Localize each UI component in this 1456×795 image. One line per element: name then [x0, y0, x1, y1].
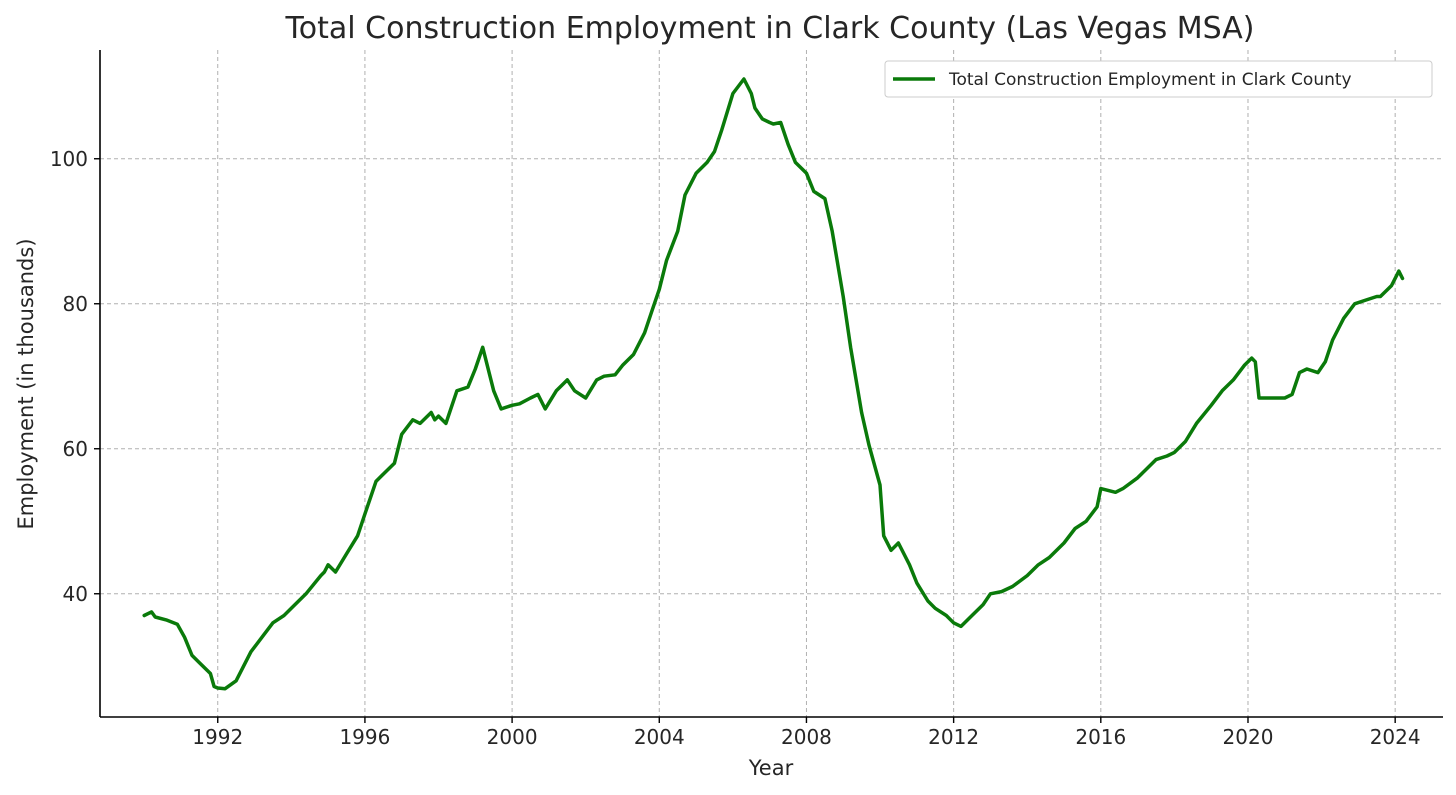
- x-tick-label: 2020: [1223, 725, 1274, 749]
- series-line: [142, 77, 1405, 691]
- x-tick-label: 1992: [192, 725, 243, 749]
- x-tick-label: 2012: [928, 725, 979, 749]
- y-tick-label: 100: [50, 147, 88, 171]
- y-axis-title: Employment (in thousands): [14, 238, 38, 529]
- series-layer: [142, 77, 1405, 691]
- y-tick-label: 80: [63, 292, 88, 316]
- axes-layer: [99, 50, 1443, 718]
- y-tick-label: 40: [63, 582, 88, 606]
- legend-label: Total Construction Employment in Clark C…: [948, 70, 1352, 90]
- grid-layer: [100, 50, 1443, 717]
- x-tick-label: 2000: [487, 725, 538, 749]
- legend: Total Construction Employment in Clark C…: [884, 60, 1433, 98]
- legend-box: [884, 60, 1433, 98]
- y-tick-label: 60: [63, 437, 88, 461]
- chart-title: Total Construction Employment in Clark C…: [285, 11, 1255, 46]
- x-tick-label: 2008: [781, 725, 832, 749]
- x-tick-label: 1996: [339, 725, 390, 749]
- x-tick-label: 2024: [1370, 725, 1421, 749]
- x-axis-title: Year: [748, 756, 794, 780]
- x-tick-label: 2004: [634, 725, 685, 749]
- x-tick-label: 2016: [1075, 725, 1126, 749]
- ticks-layer: 1992 1996 2000 2004 2008 2012 2016 2020 2024 40 60…: [50, 147, 1421, 749]
